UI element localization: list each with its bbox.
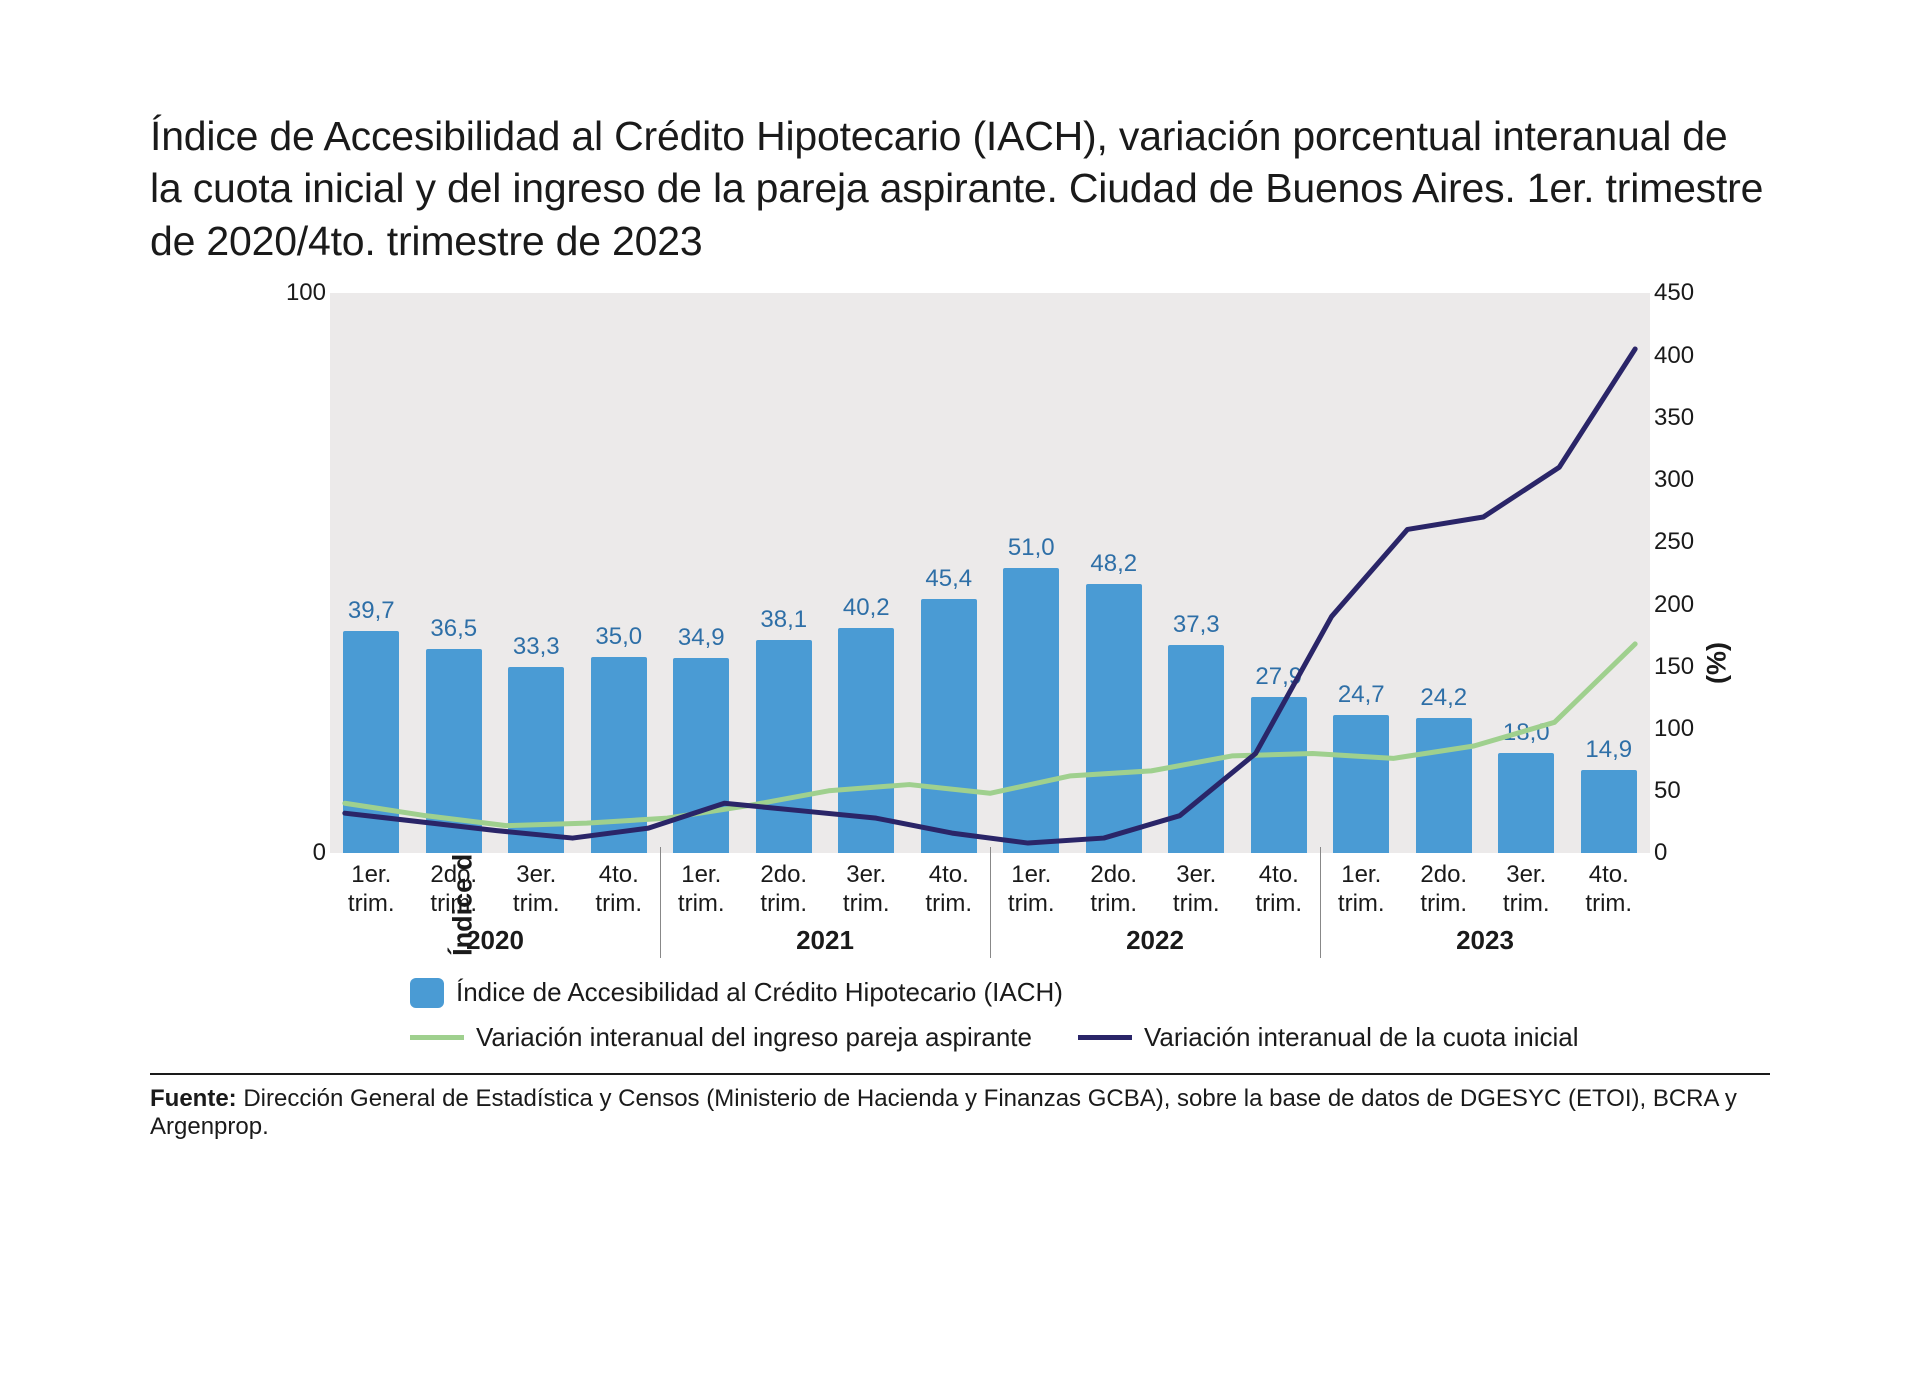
y-right-ticks: 050100150200250300350400450 [1654, 293, 1714, 853]
legend-label: Variación interanual del ingreso pareja … [476, 1022, 1032, 1053]
legend: Índice de Accesibilidad al Crédito Hipot… [410, 977, 1579, 1067]
legend-item-bars: Índice de Accesibilidad al Crédito Hipot… [410, 977, 1063, 1008]
x-tick-label: 1er.trim. [660, 861, 743, 919]
legend-item-line-ingreso: Variación interanual del ingreso pareja … [410, 1022, 1032, 1053]
source-block: Fuente: Dirección General de Estadística… [150, 1073, 1770, 1141]
x-tick-label: 3er.trim. [495, 861, 578, 919]
y-right-tick: 50 [1654, 777, 1681, 805]
x-year-label: 2020 [330, 925, 660, 956]
y-right-tick: 250 [1654, 528, 1694, 556]
x-tick-label: 2do.trim. [1073, 861, 1156, 919]
y-left-tick: 100 [286, 279, 326, 307]
year-separator [1320, 847, 1321, 958]
y-right-tick: 450 [1654, 279, 1694, 307]
y-right-tick: 350 [1654, 404, 1694, 432]
chart-container: Índice de Accesibilidad al Crédito Hipot… [150, 273, 1750, 1053]
line-overlay [330, 293, 1650, 853]
source-prefix: Fuente: [150, 1085, 243, 1112]
y-right-tick: 400 [1654, 342, 1694, 370]
y-right-tick: 300 [1654, 466, 1694, 494]
legend-item-line-cuota: Variación interanual de la cuota inicial [1078, 1022, 1579, 1053]
legend-label: Variación interanual de la cuota inicial [1144, 1022, 1579, 1053]
line-cuota [345, 349, 1635, 843]
x-tick-label: 4to.trim. [1568, 861, 1651, 919]
x-tick-label: 3er.trim. [1155, 861, 1238, 919]
line-ingreso [345, 644, 1635, 826]
y-left-ticks: 0100 [276, 293, 326, 853]
x-tick-label: 1er.trim. [330, 861, 413, 919]
x-tick-label: 1er.trim. [1320, 861, 1403, 919]
y-right-tick: 100 [1654, 715, 1694, 743]
x-tick-label: 4to.trim. [578, 861, 661, 919]
x-tick-label: 2do.trim. [1403, 861, 1486, 919]
legend-label: Índice de Accesibilidad al Crédito Hipot… [456, 977, 1063, 1008]
x-year-label: 2023 [1320, 925, 1650, 956]
year-separator [990, 847, 991, 958]
x-year-label: 2021 [660, 925, 990, 956]
y-right-tick: 150 [1654, 653, 1694, 681]
x-axis: 1er.trim.2do.trim.3er.trim.4to.trim.1er.… [330, 861, 1650, 956]
y-left-tick: 0 [313, 839, 326, 867]
x-tick-label: 3er.trim. [1485, 861, 1568, 919]
chart-title: Índice de Accesibilidad al Crédito Hipot… [150, 110, 1770, 267]
x-year-label: 2022 [990, 925, 1320, 956]
plot-area: 39,736,533,335,034,938,140,245,451,048,2… [330, 293, 1650, 853]
x-tick-label: 3er.trim. [825, 861, 908, 919]
source-divider [150, 1073, 1770, 1075]
y-right-tick: 200 [1654, 591, 1694, 619]
source-text: Dirección General de Estadística y Censo… [150, 1085, 1737, 1140]
x-tick-label: 4to.trim. [908, 861, 991, 919]
x-tick-label: 2do.trim. [743, 861, 826, 919]
year-separator [660, 847, 661, 958]
x-tick-label: 4to.trim. [1238, 861, 1321, 919]
y-right-tick: 0 [1654, 839, 1667, 867]
x-tick-label: 2do.trim. [413, 861, 496, 919]
x-tick-label: 1er.trim. [990, 861, 1073, 919]
